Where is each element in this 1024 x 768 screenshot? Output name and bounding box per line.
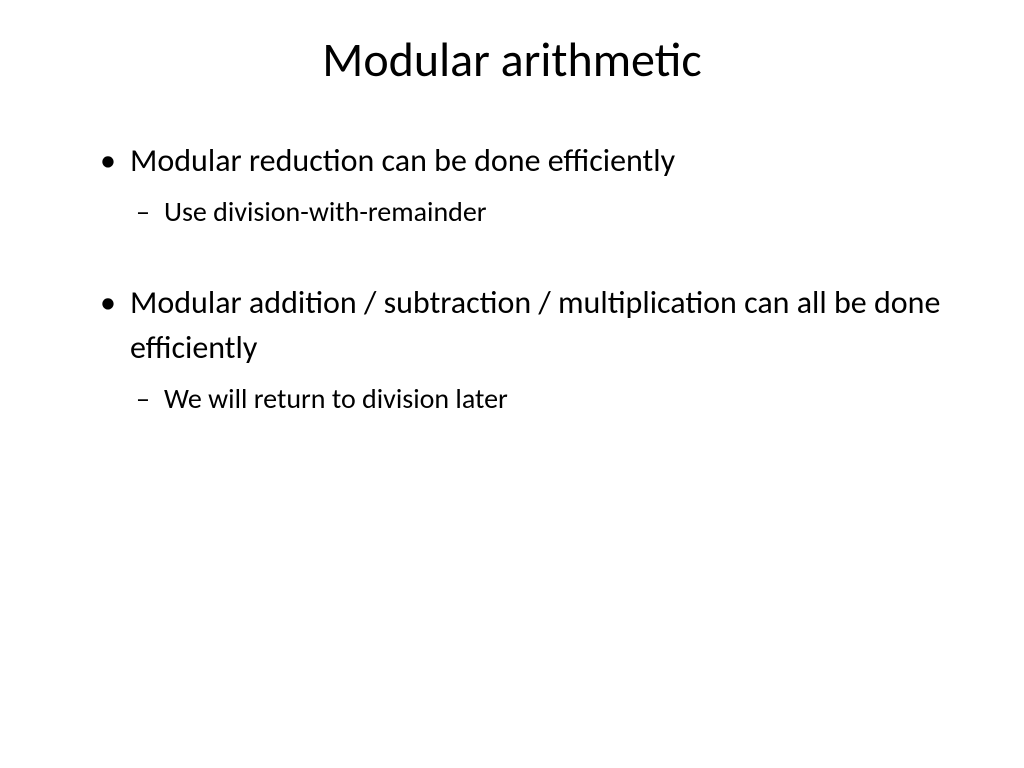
sub-bullet-item: We will return to division later xyxy=(136,379,964,418)
slide-container: Modular arithmetic Modular reduction can… xyxy=(0,0,1024,768)
bullet-group: Modular reduction can be done efficientl… xyxy=(100,139,964,231)
bullet-group: Modular addition / subtraction / multipl… xyxy=(100,281,964,418)
bullet-item: Modular addition / subtraction / multipl… xyxy=(100,281,964,371)
slide-content: Modular reduction can be done efficientl… xyxy=(60,139,964,418)
bullet-item: Modular reduction can be done efficientl… xyxy=(100,139,964,184)
sub-bullet-item: Use division-with-remainder xyxy=(136,192,964,231)
slide-title: Modular arithmetic xyxy=(60,30,964,89)
